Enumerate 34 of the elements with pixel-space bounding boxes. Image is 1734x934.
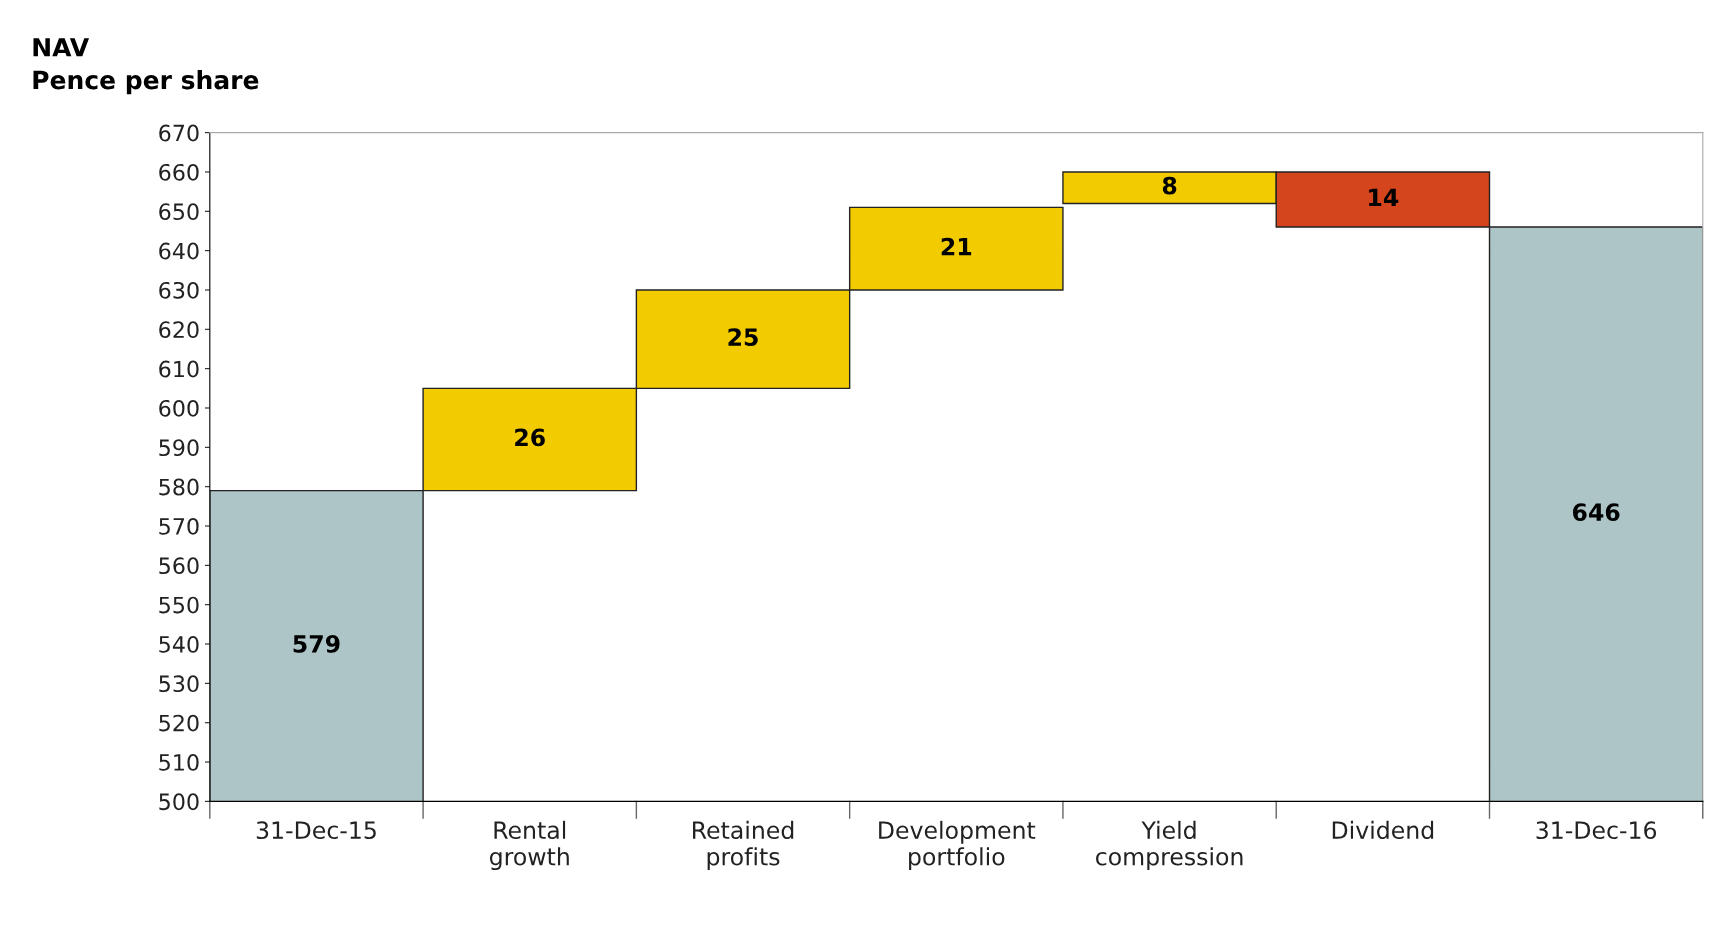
- y-tick-label: 630: [159, 281, 199, 299]
- y-tick-label: 580: [159, 478, 199, 496]
- y-tick-label: 540: [159, 635, 199, 653]
- data-label: 25: [728, 328, 758, 346]
- y-tick-label: 560: [159, 557, 199, 575]
- chart-title: NAV: [33, 38, 90, 57]
- x-tick-label: Yield compression: [1096, 820, 1243, 871]
- y-tick-label: 550: [159, 596, 199, 614]
- data-label: 8: [1162, 176, 1177, 195]
- y-tick-label: 610: [159, 360, 199, 378]
- data-label: 646: [1572, 503, 1620, 522]
- data-label: 26: [515, 428, 545, 447]
- chart-subtitle: Pence per share: [33, 70, 259, 95]
- y-tick-label: 620: [159, 321, 199, 339]
- y-tick-label: 640: [159, 242, 199, 260]
- data-label: 21: [941, 237, 972, 256]
- y-tick-label: 650: [159, 203, 199, 221]
- y-tick-label: 510: [159, 753, 199, 771]
- x-tick-label: Retained profits: [693, 820, 794, 871]
- y-tick-label: 520: [159, 714, 199, 732]
- x-tick-label: Development portfolio: [879, 820, 1036, 871]
- y-tick-label: 600: [159, 399, 199, 417]
- x-tick-label: 31-Dec-16: [1536, 821, 1657, 840]
- x-tick-label: 31-Dec-15: [256, 821, 376, 840]
- y-tick-label: 670: [159, 124, 199, 142]
- y-tick-label: 590: [159, 439, 199, 457]
- y-tick-label: 660: [159, 163, 199, 181]
- y-tick-label: 500: [159, 793, 199, 811]
- data-label: 579: [293, 635, 340, 653]
- x-tick-label: Rental growth: [489, 820, 569, 871]
- data-label: 14: [1369, 188, 1399, 207]
- y-tick-label: 570: [159, 517, 199, 535]
- x-tick-label: Dividend: [1332, 820, 1434, 840]
- y-tick-label: 530: [159, 675, 199, 693]
